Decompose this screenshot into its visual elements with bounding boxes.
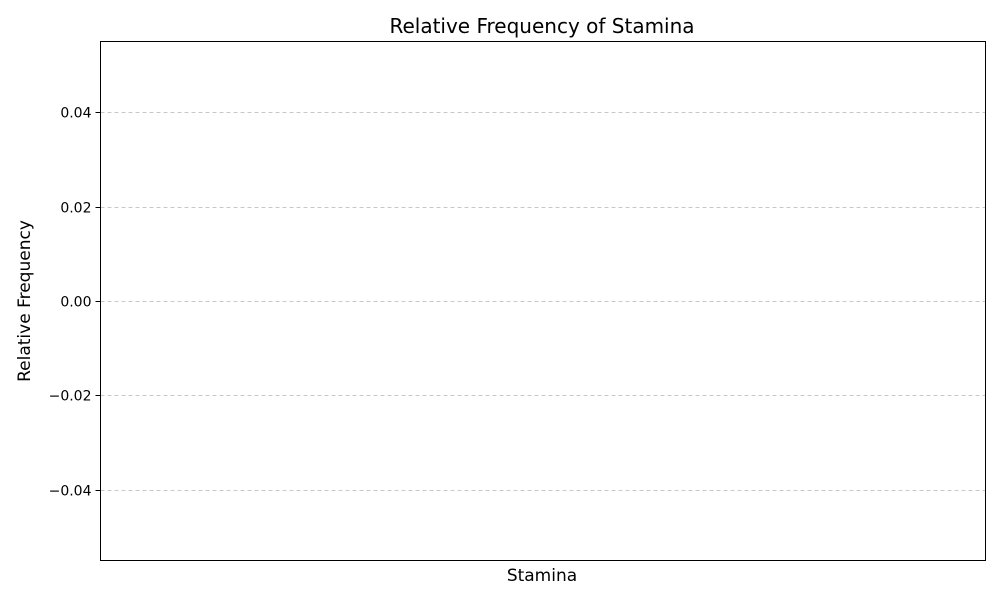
chart-title: Relative Frequency of Stamina [389,14,694,38]
plot-area [100,41,986,561]
y-tick-label: −0.02 [49,389,92,405]
y-tick-label: −0.04 [49,484,92,500]
y-axis-ticks: 0.04 0.02 0.00 −0.02 −0.04 [49,106,101,500]
y-tick-label: 0.00 [60,295,91,311]
y-tick-label: 0.02 [60,201,91,217]
y-tick-label: 0.04 [60,106,91,122]
x-axis-label: Stamina [507,566,577,586]
grid-lines [100,112,986,491]
y-axis-label: Relative Frequency [15,220,35,382]
